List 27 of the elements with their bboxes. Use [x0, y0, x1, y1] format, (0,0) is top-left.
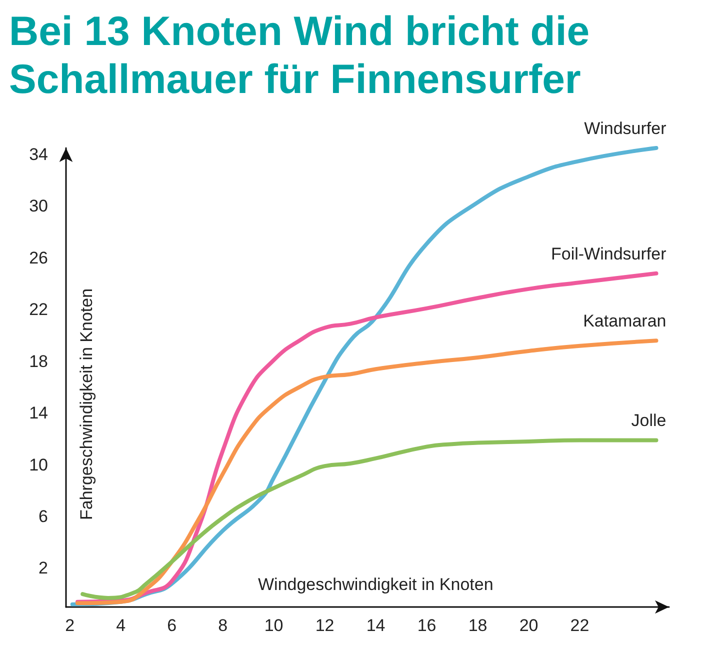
y-tick-label: 2 — [38, 558, 48, 578]
x-axis-title: Windgeschwindigkeit in Knoten — [258, 575, 494, 594]
series-label: Katamaran — [583, 312, 666, 331]
series-label: Windsurfer — [584, 119, 667, 138]
series-label: Jolle — [631, 411, 666, 430]
y-tick-label: 6 — [38, 506, 48, 526]
y-axis-title: Fahrgeschwindigkeit in Knoten — [77, 288, 96, 520]
y-tick-label: 18 — [29, 352, 48, 371]
chart-title: Bei 13 Knoten Wind bricht die Schallmauer für Finnensurfer — [9, 8, 601, 102]
y-tick-label: 30 — [29, 196, 48, 216]
y-tick-label: 10 — [29, 455, 48, 474]
y-tick-label: 34 — [29, 144, 48, 164]
x-tick-label: 4 — [116, 616, 126, 635]
y-tick-label: 26 — [29, 248, 48, 268]
y-tick-label: 22 — [29, 300, 48, 320]
x-tick-label: 16 — [417, 616, 436, 635]
x-tick-label: 12 — [315, 616, 334, 635]
x-tick-label: 14 — [366, 616, 386, 635]
series-label: Foil-Windsurfer — [551, 244, 667, 264]
x-tick-label: 8 — [218, 616, 228, 635]
x-tick-label: 18 — [468, 616, 488, 635]
x-tick-label: 2 — [65, 616, 75, 635]
y-tick-label: 14 — [29, 404, 48, 423]
x-tick-label: 10 — [264, 616, 284, 635]
x-tick-label: 22 — [570, 616, 590, 635]
x-tick-label: 6 — [167, 616, 177, 635]
x-tick-label: 20 — [519, 616, 538, 635]
